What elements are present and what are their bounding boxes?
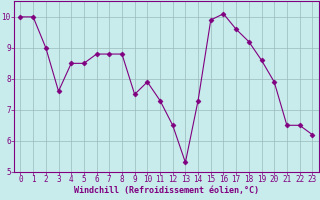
X-axis label: Windchill (Refroidissement éolien,°C): Windchill (Refroidissement éolien,°C) <box>74 186 259 195</box>
